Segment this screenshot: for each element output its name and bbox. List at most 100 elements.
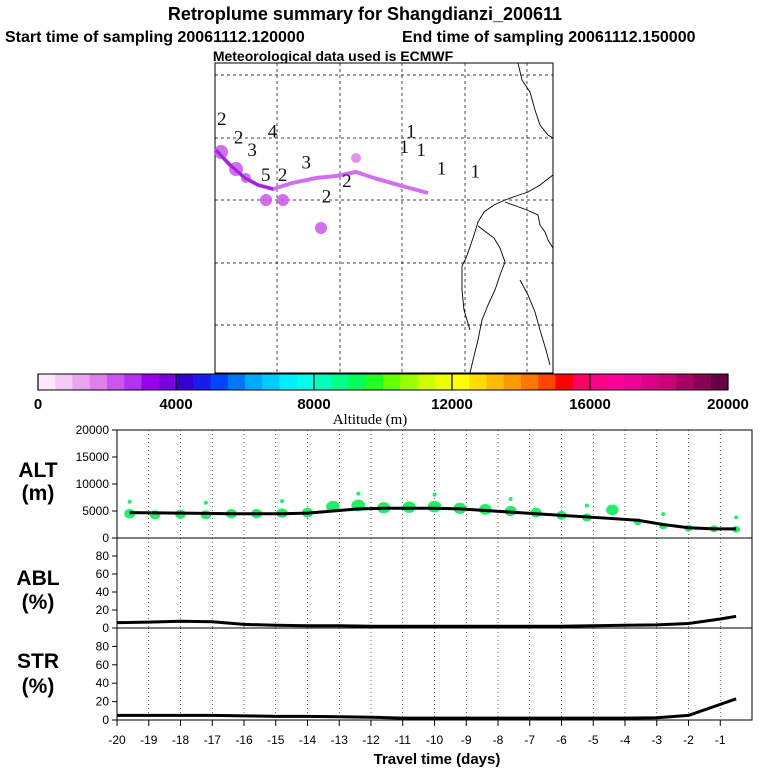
colorbar-cell	[659, 374, 677, 390]
time-series-panels: 05000100001500020000ALT(m)020406080ABL(%…	[16, 423, 753, 768]
panel-label: (%)	[22, 675, 55, 698]
alt-dot-secondary	[661, 512, 666, 517]
altitude-colorbar: 0 4000 8000 12000 16000 20000 Altitude (m)	[34, 373, 749, 428]
str-line	[117, 697, 737, 720]
figure-title: Retroplume summary for Shangdianzi_20061…	[168, 4, 562, 24]
colorbar-tick-label: 8000	[297, 396, 330, 413]
x-tick-label: -5	[588, 733, 599, 747]
colorbar-cell	[158, 374, 177, 390]
colorbar-cell	[641, 374, 660, 390]
x-tick-label: -8	[493, 733, 504, 747]
alt-dot-secondary	[610, 507, 615, 512]
map-label-12: 1	[437, 159, 447, 180]
y-tick-label: 10000	[76, 477, 110, 491]
alt-dot-secondary	[330, 504, 335, 509]
colorbar-cell	[452, 374, 470, 390]
x-tick-label: -18	[172, 733, 190, 747]
map-label-5: 5	[261, 165, 271, 186]
colorbar-cell	[469, 374, 487, 390]
x-tick-label: -20	[108, 733, 126, 747]
panel-str: 0 20 40 60 80 STR(%)	[17, 627, 753, 727]
x-tick-label: -3	[651, 733, 662, 747]
y-tick-label: 20	[96, 603, 110, 617]
colorbar-cell	[383, 374, 401, 390]
alt-dot-secondary	[203, 500, 208, 505]
colorbar-cell	[279, 374, 298, 390]
y-tick-label: 20000	[76, 423, 110, 437]
map-label-11: 1	[416, 140, 426, 161]
colorbar-cell	[693, 374, 712, 390]
colorbar-cell	[245, 374, 263, 390]
alt-dot-secondary	[508, 497, 513, 501]
y-tick-label: 60	[96, 567, 110, 581]
coastline	[461, 62, 554, 374]
colorbar-cell	[607, 374, 625, 390]
panel-label: (%)	[22, 591, 55, 614]
colorbar-cell	[572, 374, 591, 390]
start-time-label: Start time of sampling 20061112.120000	[5, 29, 305, 46]
map-label-6: 2	[278, 165, 288, 186]
map-label-2: 2	[234, 128, 244, 149]
x-tick-label: -6	[556, 733, 567, 747]
colorbar-cell	[193, 374, 211, 390]
colorbar-cell	[365, 374, 384, 390]
colorbar-cell	[72, 374, 91, 390]
map-label-8: 2	[322, 187, 332, 208]
x-tick-label: -16	[235, 733, 253, 747]
x-axis: -20 -19 -18 -17 -16 -15 -14 -13 -12 -11 -10 -9 -8 -7 -…	[108, 720, 726, 768]
map-label-10: 1	[400, 137, 410, 158]
alt-dot-secondary	[280, 499, 285, 504]
x-tick-label: -11	[395, 733, 412, 747]
colorbar-tick-label: 20000	[707, 396, 749, 413]
y-tick-label: 40	[96, 585, 110, 599]
colorbar-cell	[210, 374, 229, 390]
map-frame	[214, 62, 554, 374]
colorbar-tick-label: 0	[34, 396, 42, 413]
colorbar-cell	[124, 374, 142, 390]
y-tick-label: 5000	[82, 504, 109, 518]
y-tick-label: 0	[102, 713, 109, 727]
colorbar-cells	[38, 374, 729, 390]
alt-dot	[427, 500, 442, 513]
colorbar-cell	[417, 374, 436, 390]
colorbar-cell	[521, 374, 539, 390]
y-tick-label: 20	[96, 695, 110, 709]
end-time-label: End time of sampling 20061112.150000	[402, 29, 696, 46]
colorbar-cell	[141, 374, 160, 390]
colorbar-cell	[296, 374, 315, 390]
colorbar-label: Altitude (m)	[333, 412, 408, 428]
y-tick-label: 40	[96, 676, 110, 690]
colorbar-tick-label: 12000	[431, 396, 473, 413]
panel-abl: 0 20 40 60 80 ABL(%)	[16, 537, 753, 635]
colorbar-cell	[331, 374, 349, 390]
x-tick-label: -2	[683, 733, 694, 747]
panel-label: STR	[17, 650, 59, 673]
y-tick-label: 0	[102, 621, 109, 635]
colorbar-cell	[710, 374, 729, 390]
x-tick-label: -13	[331, 733, 349, 747]
colorbar-tick-label: 4000	[159, 396, 192, 413]
x-tick-label: -1	[715, 733, 726, 747]
alt-dot-secondary	[734, 515, 739, 520]
alt-median-line	[129, 506, 737, 531]
map-label-3: 3	[247, 140, 257, 161]
map-label-0: 2	[217, 109, 227, 130]
met-data-label: Meteorological data used is ECMWF	[213, 48, 454, 64]
y-tick-label: 0	[102, 531, 109, 545]
panel-frame	[116, 429, 753, 539]
y-tick-label: 80	[96, 549, 110, 563]
x-tick-label: -17	[204, 733, 222, 747]
x-tick-label: -14	[299, 733, 317, 747]
panel-label: ABL	[16, 567, 59, 590]
x-tick-label: -7	[524, 733, 535, 747]
panel-label: ALT	[18, 459, 57, 482]
colorbar-cell	[176, 374, 194, 390]
alt-dot-secondary	[432, 492, 437, 497]
x-tick-label: -9	[461, 733, 472, 747]
colorbar-cell	[434, 374, 453, 390]
colorbar-cell	[555, 374, 574, 390]
x-tick-label: -12	[362, 733, 380, 747]
